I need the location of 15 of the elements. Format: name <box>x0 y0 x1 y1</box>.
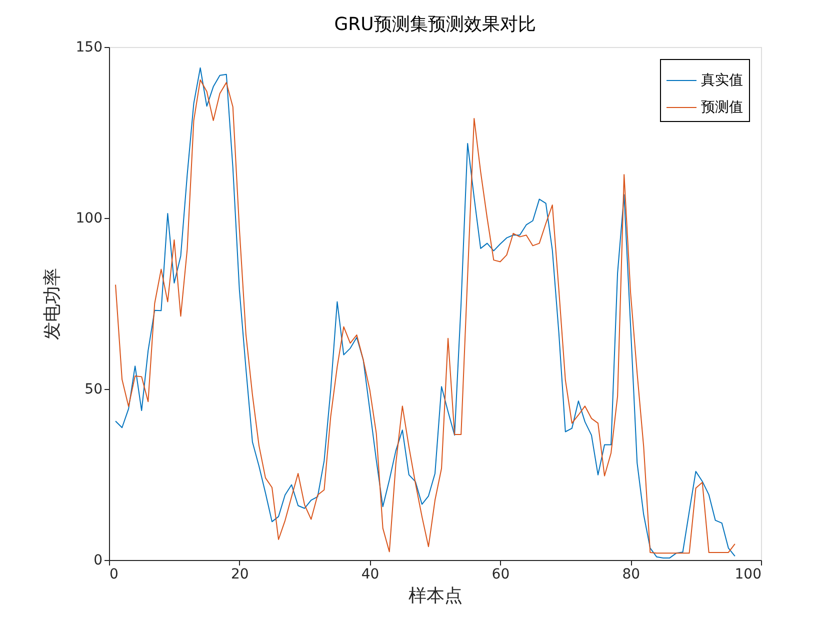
y-tick-label: 150 <box>76 40 102 56</box>
x-tick-label: 0 <box>110 566 118 582</box>
y-tick-label: 0 <box>94 552 102 568</box>
y-tick-label: 100 <box>76 210 102 226</box>
chart-title: GRU预测集预测效果对比 <box>334 14 536 35</box>
x-tick-label: 40 <box>361 566 380 582</box>
x-tick-label: 60 <box>492 566 510 582</box>
legend-label: 预测值 <box>701 100 743 116</box>
x-axis-title: 样本点 <box>408 586 462 606</box>
legend-label: 真实值 <box>701 72 743 88</box>
x-tick-label: 100 <box>734 566 762 582</box>
x-tick-label: 20 <box>230 566 249 582</box>
y-axis-title: 发电功率 <box>42 268 63 340</box>
x-tick-label: 80 <box>622 566 640 582</box>
y-tick-label: 50 <box>84 382 102 398</box>
